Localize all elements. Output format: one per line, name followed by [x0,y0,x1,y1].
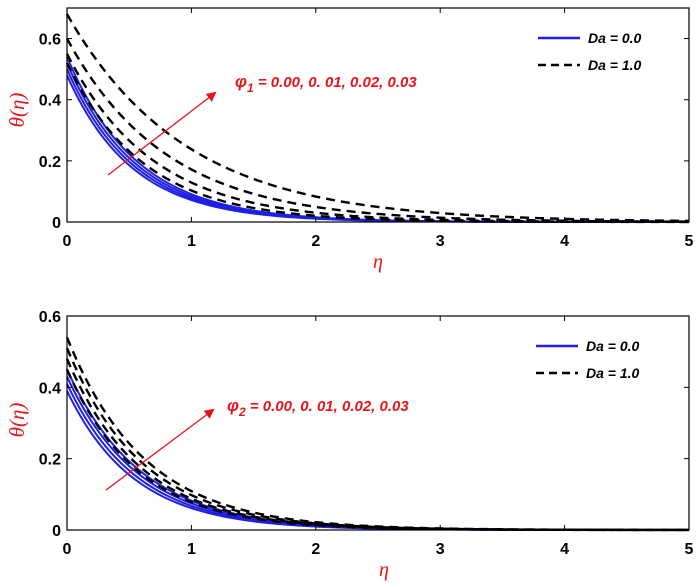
bottom-panel-y-tick-label: 0.4 [39,380,61,397]
bottom-panel-x-axis-label: η [379,559,389,581]
top-panel: 0 1 2 3 4 5 0 0.2 0.4 0.6 η θ(η) Da = 0.0 Da = 1… [5,7,694,273]
top-panel-x-tick-label: 3 [436,233,445,250]
bottom-panel-y-axis-label: θ(η) [5,403,29,438]
bottom-panel-legend: Da = 0.0 Da = 1.0 [536,338,640,381]
top-panel-x-tick-label: 5 [685,233,694,250]
top-panel-legend: Da = 0.0 Da = 1.0 [538,30,642,73]
bottom-panel-axes-box [66,315,690,531]
top-panel-x-tick-label: 1 [187,233,196,250]
phi-values: = 0.00, 0. 01, 0.02, 0.03 [254,74,418,91]
bottom-panel-x-tick-label: 1 [187,541,196,558]
bottom-panel-legend-label-da0: Da = 0.0 [586,338,640,354]
bottom-panel-y-tick-label: 0.6 [39,309,61,326]
top-panel-y-tick-label: 0 [52,215,61,232]
top-panel-x-tick-label: 4 [560,233,569,250]
top-panel-curve-da0-2 [66,68,689,223]
top-panel-x-tick-label: 2 [311,233,320,250]
top-panel-y-tick-label: 0.4 [39,93,61,110]
phi-subscript: 2 [238,405,246,419]
bottom-panel-x-tick-label: 3 [436,541,445,558]
top-panel-trend-arrow [107,91,217,176]
bottom-panel-curve-da1-3 [65,347,689,532]
bottom-panel-y-tick-label: 0.2 [39,452,61,469]
bottom-panel-x-ticks: 0 1 2 3 4 5 [63,316,694,558]
phi-symbol: φ [227,396,239,415]
top-panel-curve-da1-3 [65,37,690,223]
phi-symbol: φ [235,72,247,91]
top-panel-y-tick-label: 0.2 [39,154,61,171]
top-panel-x-axis-label: η [373,251,383,273]
top-panel-y-tick-label: 0.6 [39,32,61,49]
top-panel-axes-box [66,7,690,223]
bottom-panel-x-tick-label: 0 [63,541,72,558]
top-panel-y-axis-label: θ(η) [5,93,29,128]
top-panel-curve-da1-4 [65,13,690,223]
bottom-panel-curve-da1-2 [65,358,690,532]
bottom-panel-y-ticks: 0 0.2 0.4 0.6 [39,309,689,540]
bottom-panel-phi-annotation: φ2 = 0.00, 0. 01, 0.02, 0.03 [227,396,409,419]
top-panel-x-tick-label: 0 [63,233,72,250]
phi-values: = 0.00, 0. 01, 0.02, 0.03 [246,398,410,415]
bottom-panel-x-tick-label: 2 [311,541,320,558]
top-panel-y-ticks: 0 0.2 0.4 0.6 [39,32,689,232]
bottom-panel-x-tick-label: 5 [685,541,694,558]
top-panel-phi-annotation: φ1 = 0.00, 0. 01, 0.02, 0.03 [235,72,417,95]
bottom-panel-y-tick-label: 0 [52,523,61,540]
phi-subscript: 1 [247,81,254,95]
top-panel-curve-da0-1 [66,74,689,223]
bottom-panel-legend-label-da1: Da = 1.0 [586,365,640,381]
bottom-panel-x-tick-label: 4 [560,541,569,558]
bottom-panel: 0 1 2 3 4 5 0 0.2 0.4 0.6 η θ(η) Da = 0.0 Da = 1… [5,309,694,581]
top-panel-legend-label-da0: Da = 0.0 [588,30,642,46]
bottom-panel-trend-arrow [105,408,215,491]
top-panel-x-ticks: 0 1 2 3 4 5 [63,8,694,250]
top-panel-legend-label-da1: Da = 1.0 [588,57,642,73]
